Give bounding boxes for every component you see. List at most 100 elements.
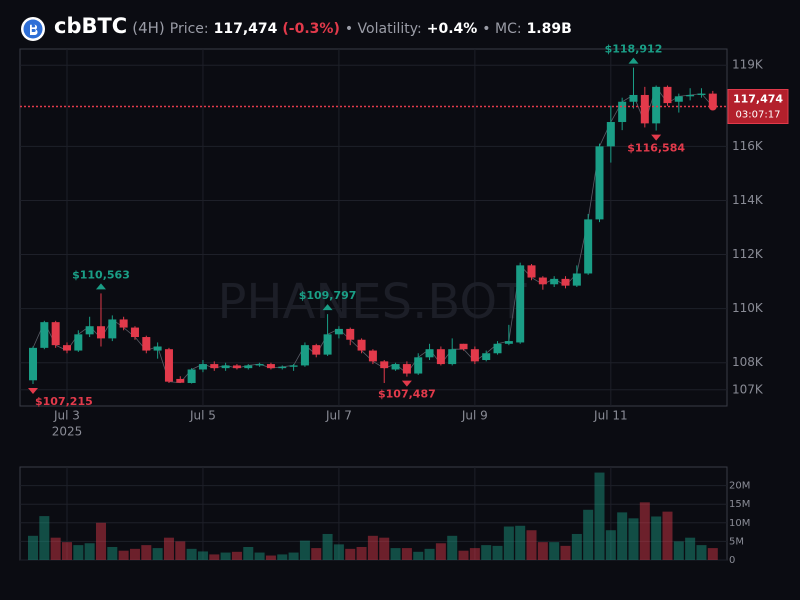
candle-body	[652, 86, 661, 124]
price-caption: Price:	[169, 21, 209, 37]
y-tick-label: 110K	[732, 301, 764, 315]
year-label: 2025	[52, 425, 83, 439]
volume-bar	[95, 522, 106, 560]
volume-bar	[118, 550, 129, 560]
price-panel	[19, 48, 728, 407]
candle-body	[323, 334, 332, 355]
volume-bar	[447, 535, 458, 560]
volume-bar	[537, 542, 548, 560]
candle-body	[221, 365, 230, 369]
volume-bar	[594, 472, 605, 560]
candle-body	[561, 278, 570, 286]
title: cbBTC	[54, 14, 128, 38]
volume-bar	[197, 551, 208, 560]
candle-body	[414, 357, 423, 374]
candle-body	[164, 349, 173, 382]
candle-body	[62, 345, 71, 351]
annotation-marker	[401, 380, 412, 387]
volume-bar	[231, 551, 242, 560]
candle-body	[606, 122, 615, 147]
last-price-dot	[708, 102, 717, 111]
candle-body	[425, 349, 434, 358]
candle-body	[51, 322, 60, 346]
candle-body	[210, 364, 219, 369]
candle-body	[538, 277, 547, 285]
candle-body	[368, 350, 377, 362]
volume-bar	[299, 540, 310, 560]
candle-body	[482, 353, 491, 361]
candle-body	[629, 94, 638, 102]
volume-bar	[277, 554, 288, 560]
volume-tick-label: 15M	[729, 499, 750, 510]
volume-bar	[175, 541, 186, 560]
annotation-label: $107,487	[378, 388, 436, 401]
volume-bar	[61, 542, 72, 560]
candle-body	[584, 219, 593, 274]
candle-body	[153, 346, 162, 351]
volume-bar	[481, 545, 492, 560]
volume-bar	[84, 543, 95, 560]
volume-bar	[435, 543, 446, 560]
volume-bar	[492, 545, 503, 560]
volume-bar	[163, 537, 174, 560]
volume-bar	[651, 516, 662, 560]
market-cap: 1.89B	[526, 21, 572, 37]
candle-body	[289, 365, 298, 367]
volatility-caption: • Volatility:	[344, 21, 422, 37]
volume-bar	[673, 541, 684, 560]
volume-bar	[707, 548, 718, 560]
volume-bar	[696, 545, 707, 560]
interval: (4H)	[132, 19, 165, 37]
candle-body	[85, 326, 94, 335]
candle-body	[346, 328, 355, 340]
volume-bar	[605, 530, 616, 560]
y-tick-label: 119K	[732, 58, 764, 72]
volume-bar	[469, 548, 480, 560]
x-tick-label: Jul 5	[189, 409, 216, 423]
candle-body	[674, 96, 683, 102]
volume-bar	[526, 530, 537, 560]
y-tick-label: 114K	[732, 193, 764, 207]
volume-bar	[288, 552, 299, 560]
candle-body	[527, 265, 536, 278]
candle-body	[459, 343, 468, 350]
volume-bar	[571, 533, 582, 560]
candle-body	[244, 365, 253, 369]
price-tag-countdown: 03:07:17	[736, 109, 781, 120]
candle-body	[357, 339, 366, 351]
y-tick-label: 108K	[732, 355, 764, 369]
volume-bar	[186, 548, 197, 560]
candle-body	[74, 334, 83, 351]
volume-bar	[141, 545, 152, 560]
candle-body	[708, 93, 717, 107]
volume-bar	[209, 554, 220, 560]
price: 117,474	[213, 21, 278, 37]
volume-tick-label: 20M	[729, 481, 750, 492]
change: (-0.3%)	[282, 21, 340, 37]
candle-body	[448, 349, 457, 365]
volume-bar	[379, 537, 390, 560]
volume-bar	[662, 511, 673, 560]
candle-body	[266, 364, 275, 369]
x-tick-label: Jul 7	[325, 409, 352, 423]
candle-body	[108, 319, 117, 339]
volatility: +0.4%	[426, 21, 478, 37]
candle-body	[640, 94, 649, 124]
volume-bar	[401, 548, 412, 560]
candle-body	[187, 369, 196, 384]
candle-body	[697, 93, 706, 95]
volume-bar	[28, 535, 38, 560]
volume-bar	[515, 525, 526, 560]
price-tag-value: 117,474	[733, 92, 783, 105]
volume-bar	[152, 548, 163, 560]
candle-body	[130, 327, 139, 338]
annotation-marker	[628, 57, 639, 64]
candle-body	[300, 345, 309, 366]
annotation-label: $116,584	[627, 142, 685, 155]
volume-bar	[367, 535, 378, 560]
annotation-marker	[322, 304, 333, 311]
volume-bar	[424, 548, 435, 560]
volume-bar	[129, 548, 140, 560]
watermark: PHANES.BOT	[217, 274, 527, 330]
